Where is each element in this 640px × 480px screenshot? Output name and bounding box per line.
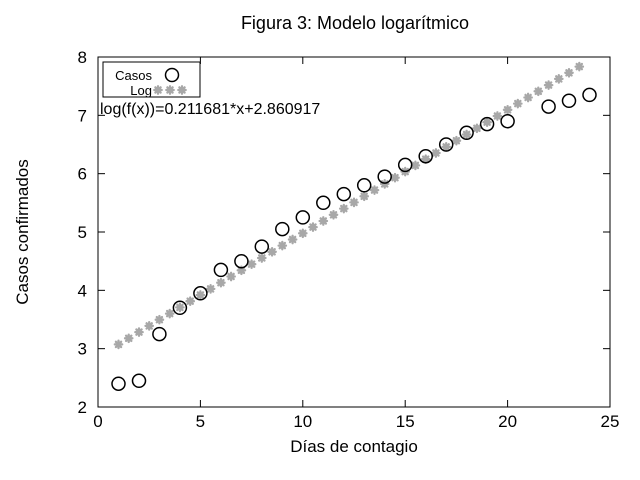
log-point <box>236 265 247 276</box>
casos-point <box>213 262 229 278</box>
log-point <box>195 290 206 300</box>
casos-point <box>275 221 290 237</box>
legend-marker-log <box>153 85 163 95</box>
log-point <box>297 228 308 239</box>
casos-point <box>541 99 556 114</box>
casos-point <box>152 326 167 342</box>
casos-point <box>316 195 331 211</box>
log-point <box>523 92 533 103</box>
x-tick-label: 0 <box>93 412 102 431</box>
log-point <box>287 234 298 245</box>
x-tick-label: 5 <box>196 412 205 431</box>
casos-point <box>295 210 311 225</box>
y-axis-label: Casos confirmados <box>13 159 32 305</box>
legend-marker-log <box>177 85 187 95</box>
log-point <box>205 284 216 294</box>
log-point <box>564 67 574 78</box>
log-point <box>134 327 144 337</box>
x-tick-label: 20 <box>498 412 517 431</box>
casos-point <box>254 239 270 254</box>
casos-point <box>193 286 208 301</box>
casos-point <box>500 113 515 129</box>
casos-point <box>111 376 126 391</box>
casos-point <box>438 137 454 152</box>
casos-point <box>397 157 413 173</box>
log-point <box>369 185 380 195</box>
log-point <box>113 339 124 350</box>
log-point <box>185 296 196 307</box>
log-point <box>318 216 329 226</box>
log-point <box>226 271 236 282</box>
chart-title: Figura 3: Modelo logarítmico <box>241 13 469 33</box>
log-point <box>410 160 421 171</box>
x-tick-label: 15 <box>396 412 415 431</box>
casos-point <box>418 148 433 164</box>
log-point <box>512 98 523 109</box>
log-point <box>123 333 134 344</box>
y-tick-label: 4 <box>78 281 87 300</box>
log-point <box>328 209 339 220</box>
casos-point <box>131 373 147 389</box>
log-point <box>308 222 318 232</box>
y-tick-label: 6 <box>78 165 87 184</box>
log-point <box>267 246 277 257</box>
log-point <box>461 129 472 140</box>
casos-point <box>377 169 392 184</box>
casos-point <box>561 93 577 109</box>
log-point <box>492 111 503 121</box>
log-point <box>277 240 288 251</box>
y-tick-label: 5 <box>78 223 87 242</box>
log-point <box>431 148 441 158</box>
log-point <box>338 203 349 214</box>
log-point <box>256 253 267 263</box>
log-point <box>379 179 390 189</box>
legend-marker-casos <box>164 67 180 83</box>
casos-point <box>172 300 188 316</box>
log-point <box>175 302 185 313</box>
log-point <box>441 142 452 152</box>
casos-point <box>582 87 597 103</box>
log-point <box>472 123 482 134</box>
fit-equation: log(f(x))=0.211681*x+2.860917 <box>100 101 320 118</box>
casos-point <box>479 116 495 132</box>
log-point <box>533 86 544 97</box>
x-tick-label: 10 <box>293 412 312 431</box>
log-point <box>543 80 554 90</box>
log-point <box>246 259 257 270</box>
y-tick-label: 8 <box>78 48 87 67</box>
legend-label-casos: Casos <box>115 68 152 83</box>
casos-point <box>234 253 249 269</box>
y-tick-label: 7 <box>78 106 87 125</box>
x-axis-label: Días de contagio <box>290 437 418 456</box>
log-point <box>451 135 462 146</box>
casos-point <box>336 186 352 202</box>
log-point <box>359 191 370 202</box>
log-point <box>502 104 513 115</box>
log-point <box>390 172 400 183</box>
log-point <box>154 314 165 325</box>
y-tick-label: 3 <box>78 340 87 359</box>
legend-label-log: Log <box>130 83 152 98</box>
x-tick-label: 25 <box>601 412 620 431</box>
log-point <box>216 277 226 288</box>
casos-point <box>459 125 474 141</box>
log-point <box>144 321 155 331</box>
log-point <box>553 74 564 84</box>
log-point <box>574 61 585 72</box>
log-point <box>482 117 492 128</box>
y-tick-label: 2 <box>78 398 87 417</box>
casos-point <box>356 178 372 193</box>
log-point <box>420 154 431 165</box>
legend-marker-log <box>165 85 175 95</box>
log-point <box>164 308 175 319</box>
log-point <box>349 197 359 208</box>
